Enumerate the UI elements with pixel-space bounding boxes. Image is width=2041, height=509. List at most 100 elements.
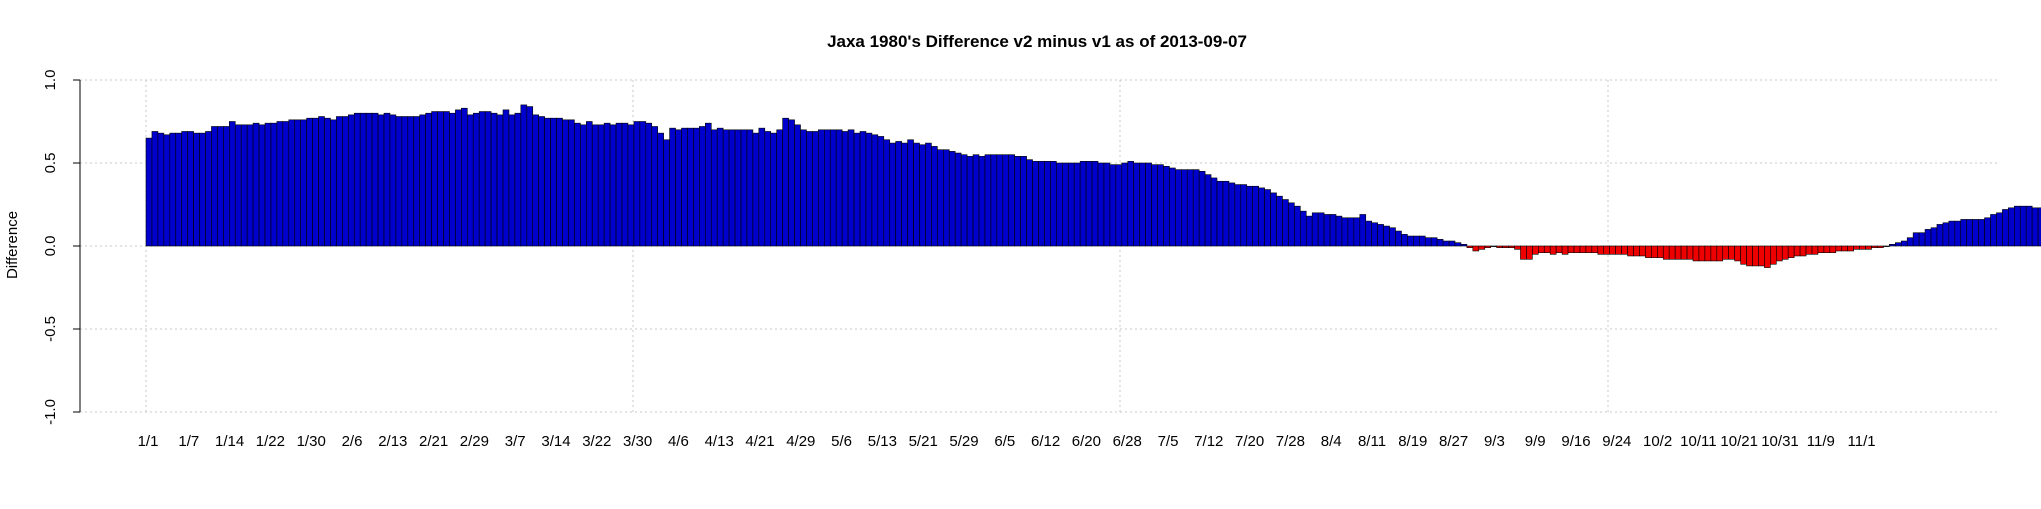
bar xyxy=(1026,159,1033,247)
y-tick-label: 0.5 xyxy=(42,153,59,174)
bar xyxy=(597,124,605,247)
bar xyxy=(895,141,902,247)
x-tick-label: 6/28 xyxy=(1113,433,1142,450)
bar xyxy=(919,144,926,247)
bar xyxy=(520,104,528,247)
bar xyxy=(449,112,456,247)
bar xyxy=(585,121,593,247)
bar xyxy=(2014,205,2021,247)
y-tick-label: 0.0 xyxy=(42,236,59,257)
bar xyxy=(1871,245,1878,248)
bar xyxy=(1621,245,1628,255)
bar xyxy=(1424,237,1432,247)
bar xyxy=(1615,245,1622,255)
bar xyxy=(1240,184,1248,247)
bar xyxy=(942,149,950,247)
bar-series xyxy=(145,104,2041,268)
bar xyxy=(1633,245,1640,257)
x-tick-label: 9/24 xyxy=(1602,433,1631,450)
x-tick-label: 1/1 xyxy=(138,433,159,450)
bar xyxy=(181,131,188,247)
x-tick-label: 3/14 xyxy=(541,433,570,450)
bar xyxy=(937,149,944,247)
bar xyxy=(1906,237,1914,247)
bar xyxy=(157,132,165,247)
bar xyxy=(312,117,319,247)
bar xyxy=(877,136,885,247)
bar xyxy=(1895,242,1902,247)
bar xyxy=(478,111,486,247)
bar xyxy=(1859,245,1866,250)
bar xyxy=(1133,162,1140,247)
bar xyxy=(722,129,730,247)
bar xyxy=(1020,156,1027,247)
bar xyxy=(538,116,545,247)
x-tick-label: 9/16 xyxy=(1561,433,1590,450)
bar xyxy=(1216,180,1224,247)
bar xyxy=(1984,217,1991,247)
bar xyxy=(502,109,510,247)
bar xyxy=(395,116,403,247)
bar xyxy=(1091,161,1099,247)
bar xyxy=(347,114,355,247)
bar xyxy=(217,126,224,247)
bar xyxy=(472,112,480,247)
bar xyxy=(782,117,789,247)
bar xyxy=(776,129,783,247)
bar xyxy=(371,112,379,247)
bar xyxy=(758,127,766,247)
x-tick-label: 3/22 xyxy=(582,433,611,450)
bar xyxy=(931,146,938,247)
bar xyxy=(1853,245,1860,250)
bar xyxy=(1430,237,1438,247)
bar xyxy=(1502,245,1509,248)
bar xyxy=(812,131,819,247)
bar xyxy=(853,132,861,247)
bar xyxy=(1865,245,1872,250)
bar xyxy=(1972,219,1979,247)
bar xyxy=(550,117,557,247)
bar xyxy=(1175,169,1182,247)
y-axis: -1.0 -0.5 0.0 0.5 1.0 xyxy=(42,70,81,425)
x-tick-label: 5/13 xyxy=(868,433,897,450)
bar xyxy=(823,129,831,247)
bar xyxy=(490,112,498,247)
bar xyxy=(1686,245,1694,260)
bar xyxy=(1079,161,1087,247)
x-tick-label: 2/13 xyxy=(378,433,407,450)
bar xyxy=(1127,161,1134,247)
x-tick-label: 9/9 xyxy=(1525,433,1546,450)
bar xyxy=(455,109,462,247)
bar xyxy=(1169,167,1176,247)
bar xyxy=(2002,209,2009,247)
bar xyxy=(377,114,385,247)
bar xyxy=(282,121,290,247)
bar xyxy=(1597,245,1605,255)
x-tick-label: 11/1 xyxy=(1848,433,1876,450)
bar xyxy=(1460,244,1468,247)
bar xyxy=(1056,162,1063,247)
bar xyxy=(1323,214,1331,247)
y-tick-label: -1.0 xyxy=(42,399,59,425)
bar xyxy=(948,151,956,247)
x-tick-label: 7/20 xyxy=(1235,433,1264,450)
bar xyxy=(818,129,825,247)
bar xyxy=(770,132,777,247)
bar xyxy=(1377,224,1384,247)
bar xyxy=(1847,245,1854,252)
bar xyxy=(193,132,200,247)
bar xyxy=(716,127,724,247)
x-tick-label: 1/14 xyxy=(215,433,244,450)
x-tick-label: 3/7 xyxy=(505,433,526,450)
x-tick-label: 10/11 xyxy=(1680,433,1716,450)
bar xyxy=(1883,245,1890,247)
bar xyxy=(633,121,641,247)
bar xyxy=(199,132,206,247)
bar xyxy=(1877,245,1884,248)
bar xyxy=(544,117,551,247)
bar xyxy=(1300,210,1307,247)
bar xyxy=(1305,215,1313,247)
bar xyxy=(1044,161,1051,247)
bar xyxy=(419,114,426,247)
bar xyxy=(270,122,278,247)
